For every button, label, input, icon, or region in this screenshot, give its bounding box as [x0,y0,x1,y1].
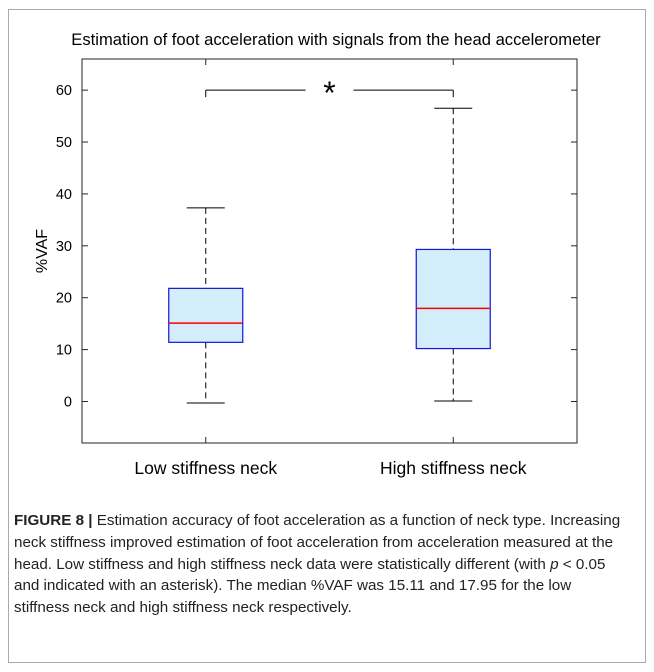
significance-asterisk: * [323,75,335,111]
caption-p-symbol: p [550,555,559,573]
boxes-layer [168,107,491,404]
y-axis-ticks: 0 10 20 30 40 50 60 [56,83,577,410]
y-axis-label: %VAF [34,229,51,273]
boxplot-chart: Estimation of foot acceleration with sig… [34,30,601,478]
y-tick-label: 30 [56,239,72,255]
caption-text-part2: < 0.05 and indicated with an asterisk). … [14,555,606,617]
iqr-box [415,248,491,350]
y-tick-label: 50 [56,135,72,151]
y-tick-label: 10 [56,343,72,359]
x-category-label: High stiffness neck [380,458,527,478]
y-tick-label: 0 [64,394,72,410]
x-axis-categories: Low stiffness neck High stiffness neck [134,59,527,478]
significance-annotation: * [205,75,454,111]
caption-text-part1: Estimation accuracy of foot acceleration… [14,512,621,573]
y-tick-label: 20 [56,291,72,307]
y-tick-label: 60 [56,83,72,99]
x-category-label: Low stiffness neck [134,458,277,478]
figure-caption: FIGURE 8 | Estimation accuracy of foot a… [14,510,626,619]
chart-title: Estimation of foot acceleration with sig… [71,30,601,49]
box-group [168,207,244,404]
caption-figure-label: FIGURE 8 | [14,512,93,529]
y-tick-label: 40 [56,187,72,203]
box-group [415,107,491,402]
plot-area [81,58,578,444]
iqr-box [168,287,244,343]
